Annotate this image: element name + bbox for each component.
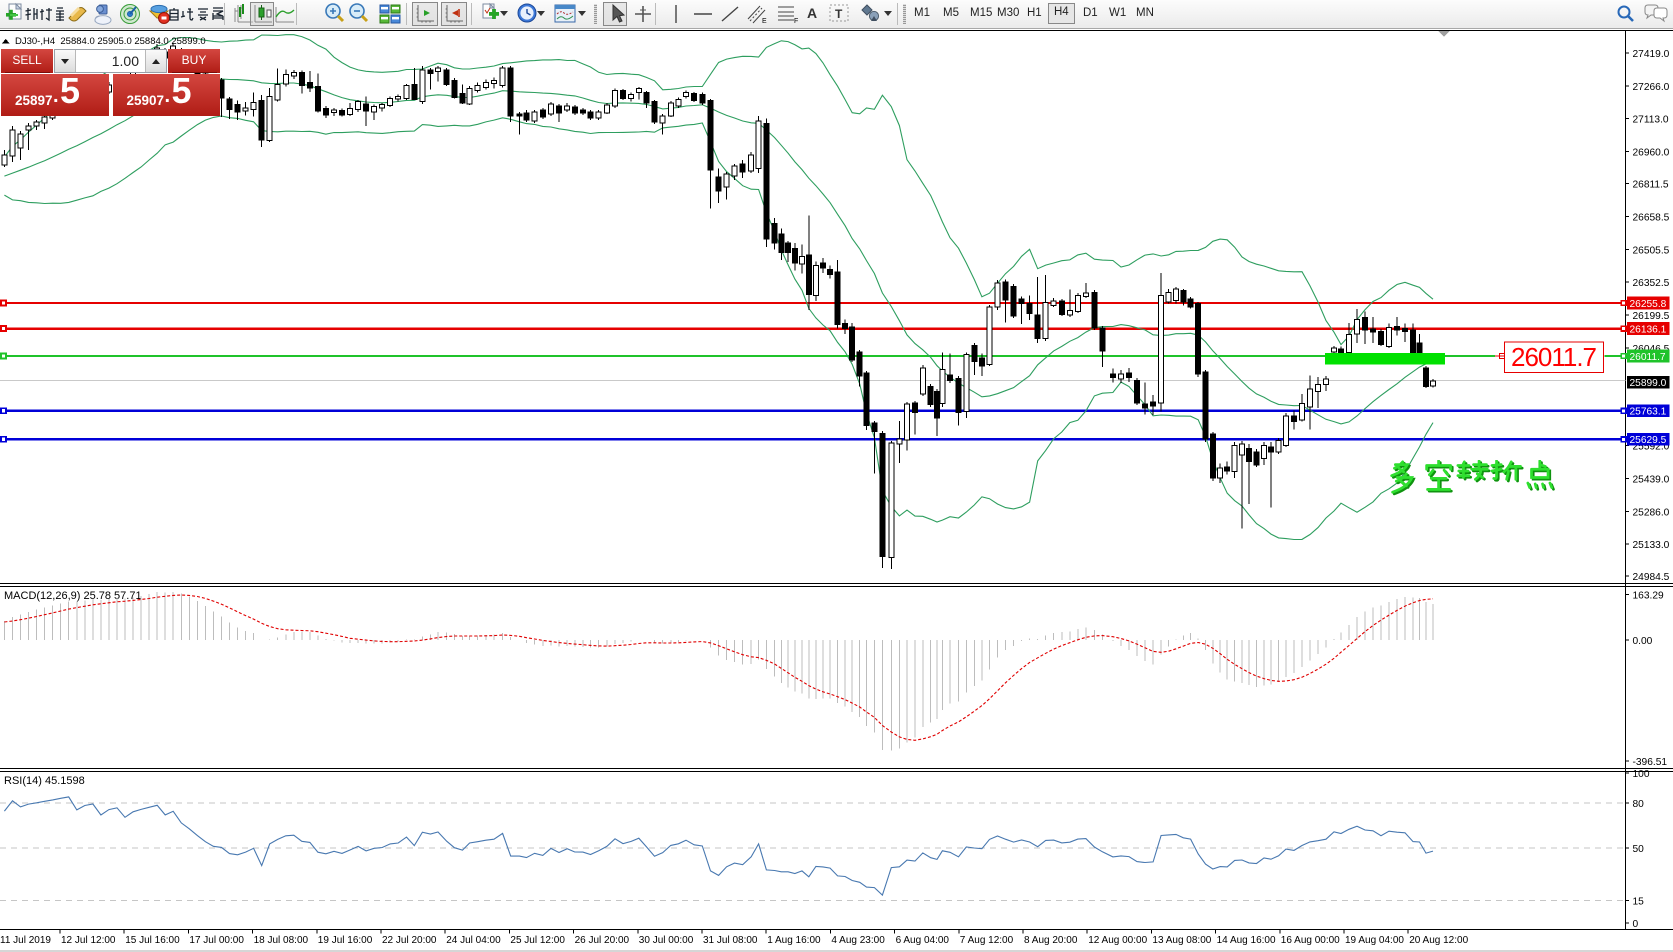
svg-text:E: E (762, 18, 767, 25)
svg-text:16 Aug 00:00: 16 Aug 00:00 (1281, 935, 1340, 946)
svg-text:100: 100 (1633, 769, 1650, 780)
svg-text:25629.5: 25629.5 (1630, 435, 1667, 446)
svg-text:12 Jul 12:00: 12 Jul 12:00 (61, 935, 116, 946)
svg-text:20 Aug 12:00: 20 Aug 12:00 (1409, 935, 1468, 946)
svg-text:18 Jul 08:00: 18 Jul 08:00 (254, 935, 309, 946)
svg-text:14 Aug 16:00: 14 Aug 16:00 (1217, 935, 1276, 946)
svg-text:30 Jul 00:00: 30 Jul 00:00 (639, 935, 694, 946)
svg-text:17 Jul 00:00: 17 Jul 00:00 (189, 935, 244, 946)
svg-text:31 Jul 08:00: 31 Jul 08:00 (703, 935, 758, 946)
svg-text:0.00: 0.00 (1633, 636, 1653, 647)
svg-text:13 Aug 08:00: 13 Aug 08:00 (1152, 935, 1211, 946)
svg-text:26811.5: 26811.5 (1633, 180, 1669, 191)
svg-text:24 Jul 04:00: 24 Jul 04:00 (446, 935, 501, 946)
svg-text:4 Aug 23:00: 4 Aug 23:00 (831, 935, 885, 946)
svg-text:26046.5: 26046.5 (1633, 344, 1670, 355)
svg-text:163.29: 163.29 (1633, 591, 1664, 602)
svg-text:19 Jul 16:00: 19 Jul 16:00 (318, 935, 373, 946)
svg-text:26960.0: 26960.0 (1633, 148, 1670, 159)
svg-text:26255.8: 26255.8 (1630, 299, 1667, 310)
svg-text:F: F (794, 18, 798, 25)
svg-text:MACD(12,26,9) 25.78 57.71: MACD(12,26,9) 25.78 57.71 (4, 590, 142, 602)
svg-text:26658.5: 26658.5 (1633, 212, 1670, 223)
svg-text:26 Jul 20:00: 26 Jul 20:00 (575, 935, 630, 946)
svg-text:8 Aug 20:00: 8 Aug 20:00 (1024, 935, 1078, 946)
svg-text:26136.1: 26136.1 (1630, 324, 1667, 335)
svg-text:15: 15 (1633, 897, 1645, 908)
svg-text:22 Jul 20:00: 22 Jul 20:00 (382, 935, 437, 946)
svg-text:RSI(14) 45.1598: RSI(14) 45.1598 (4, 775, 85, 787)
svg-text:26011.7: 26011.7 (1511, 342, 1597, 372)
svg-text:27266.0: 27266.0 (1633, 82, 1670, 93)
svg-text:25286.0: 25286.0 (1633, 507, 1670, 518)
svg-text:25439.0: 25439.0 (1633, 474, 1670, 485)
svg-text:0: 0 (1633, 919, 1639, 930)
svg-text:50: 50 (1633, 844, 1645, 855)
svg-text:1 Aug 16:00: 1 Aug 16:00 (767, 935, 821, 946)
svg-text:15 Jul 16:00: 15 Jul 16:00 (125, 935, 180, 946)
svg-text:27419.0: 27419.0 (1633, 49, 1670, 60)
svg-text:25133.0: 25133.0 (1633, 540, 1670, 551)
svg-text:26352.5: 26352.5 (1633, 278, 1670, 289)
svg-text:26505.5: 26505.5 (1633, 245, 1670, 256)
svg-text:24984.5: 24984.5 (1633, 572, 1670, 583)
svg-text:27113.0: 27113.0 (1633, 115, 1669, 126)
svg-text:DJ30-,H4 25884.0 25905.0 2588: DJ30-,H4 25884.0 25905.0 25884.0 25899.0 (15, 36, 206, 47)
svg-text:80: 80 (1633, 799, 1645, 810)
svg-text:26199.5: 26199.5 (1633, 311, 1670, 322)
svg-text:-396.51: -396.51 (1633, 757, 1668, 768)
svg-text:25763.1: 25763.1 (1630, 407, 1667, 418)
svg-text:19 Aug 04:00: 19 Aug 04:00 (1345, 935, 1404, 946)
svg-text:12 Aug 00:00: 12 Aug 00:00 (1088, 935, 1147, 946)
svg-text:7 Aug 12:00: 7 Aug 12:00 (960, 935, 1014, 946)
svg-text:25 Jul 12:00: 25 Jul 12:00 (510, 935, 565, 946)
svg-text:11 Jul 2019: 11 Jul 2019 (0, 935, 51, 946)
svg-text:6 Aug 04:00: 6 Aug 04:00 (896, 935, 950, 946)
svg-text:T: T (835, 7, 843, 21)
svg-text:26011.7: 26011.7 (1630, 352, 1666, 363)
svg-text:25899.0: 25899.0 (1630, 378, 1667, 389)
svg-text:25592.0: 25592.0 (1633, 442, 1670, 453)
